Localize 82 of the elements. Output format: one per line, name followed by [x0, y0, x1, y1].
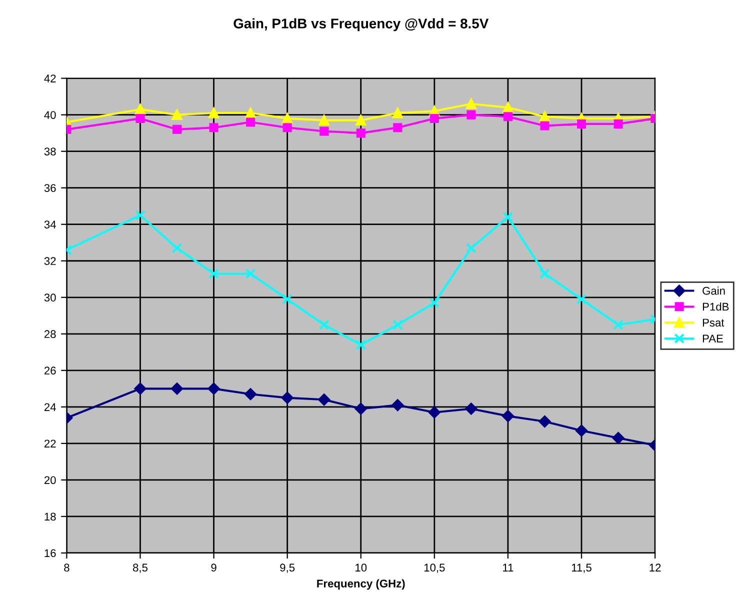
legend-label: PAE: [702, 334, 723, 342]
y-tick-label: 24: [44, 403, 56, 411]
point: [282, 294, 293, 304]
point: [503, 112, 512, 122]
point: [320, 126, 329, 136]
point: [356, 115, 366, 126]
point: [540, 111, 550, 122]
point: [282, 113, 293, 124]
x-tick-label: 8,5: [132, 564, 148, 573]
point: [208, 382, 220, 395]
point: [246, 118, 256, 127]
x-tick-label: 10: [356, 564, 367, 572]
point: [540, 121, 550, 130]
y-tick-label: 22: [44, 440, 56, 448]
x-tick-label: 11,5: [572, 564, 592, 573]
point: [171, 382, 183, 395]
legend-label: Psat: [702, 318, 724, 327]
point: [392, 399, 404, 412]
point: [135, 104, 146, 115]
point: [466, 98, 476, 110]
point: [466, 242, 476, 254]
legend-label: Gain: [702, 286, 725, 295]
point: [429, 298, 440, 308]
point: [281, 392, 294, 404]
point: [614, 119, 623, 128]
point: [466, 110, 476, 120]
point: [393, 123, 402, 132]
y-tick-label: 26: [44, 366, 56, 375]
point: [538, 416, 551, 428]
point: [245, 108, 256, 118]
legend-label: P1dB: [702, 302, 729, 311]
point: [428, 406, 440, 418]
point: [208, 268, 219, 279]
point: [134, 382, 146, 395]
y-tick-label: 42: [44, 74, 56, 82]
x-tick-label: 8: [64, 564, 70, 572]
point: [576, 294, 587, 304]
point: [576, 119, 586, 128]
y-tick-label: 28: [44, 330, 56, 338]
y-tick-label: 18: [44, 512, 56, 521]
point: [209, 123, 218, 132]
x-tick-label: 11: [503, 564, 514, 572]
y-tick-label: 16: [44, 549, 56, 558]
x-tick-label: 10,5: [424, 564, 445, 573]
point: [282, 123, 292, 132]
point: [540, 268, 550, 279]
point: [318, 115, 330, 126]
point: [502, 410, 514, 422]
point: [318, 394, 330, 406]
chart-title: Gain, P1dB vs Frequency @Vdd = 8.5V: [234, 18, 489, 32]
point: [356, 128, 366, 138]
point: [502, 212, 514, 222]
y-tick-label: 30: [44, 294, 56, 302]
point: [172, 242, 182, 254]
y-tick-label: 38: [44, 148, 56, 156]
point: [356, 340, 366, 350]
point: [172, 124, 182, 134]
point: [135, 210, 146, 220]
y-tick-label: 36: [44, 184, 56, 192]
x-tick-label: 12: [650, 564, 661, 572]
x-tick-label: 9: [211, 564, 216, 572]
point: [354, 402, 367, 415]
point: [208, 108, 219, 118]
y-tick-label: 20: [44, 476, 56, 484]
y-tick-label: 32: [44, 257, 56, 266]
point: [392, 320, 403, 330]
point: [465, 402, 478, 415]
point: [318, 320, 330, 330]
y-tick-label: 34: [44, 220, 56, 228]
point: [612, 432, 624, 444]
point: [613, 320, 624, 330]
point: [172, 110, 182, 120]
point: [430, 114, 439, 123]
x-axis-title: Frequency (GHz): [317, 579, 405, 590]
point: [244, 388, 257, 400]
x-tick-label: 9,5: [280, 564, 295, 573]
point: [136, 114, 145, 123]
point: [576, 424, 588, 437]
y-tick-label: 40: [44, 111, 56, 119]
point: [245, 268, 256, 279]
point: [392, 108, 403, 118]
point: [502, 102, 514, 113]
